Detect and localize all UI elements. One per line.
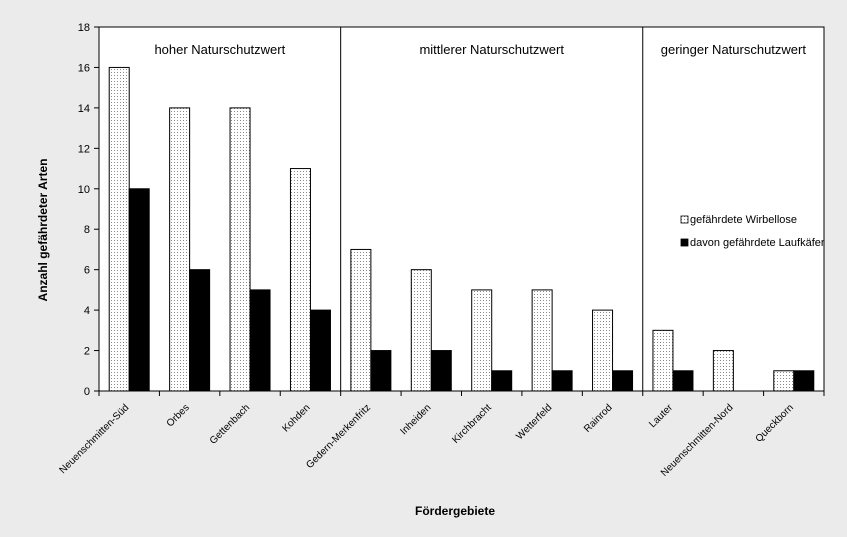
plot-area [98,26,825,392]
bar-laufkaefer [189,269,211,392]
bar-laufkaefer [128,188,150,392]
group-label: geringer Naturschutzwert [661,42,807,57]
x-axis-title: Fördergebiete [415,504,495,518]
bar-wirbellose [229,107,251,392]
group-label: hoher Naturschutzwert [154,42,285,57]
y-tick-label: 6 [84,265,90,277]
y-tick-label: 18 [78,22,90,34]
legend-label-wirbellose: gefährdete Wirbellose [690,214,797,226]
y-tick-label: 14 [78,103,90,115]
bar-wirbellose [773,370,795,392]
legend: gefährdete Wirbellose davon gefährdete L… [680,214,825,249]
bar-wirbellose [289,168,311,392]
bar-laufkaefer [612,370,634,392]
bar-laufkaefer [793,370,815,392]
y-tick-label: 8 [84,224,90,236]
bar-wirbellose [350,248,372,392]
bar-wirbellose [169,107,191,392]
bar-wirbellose [471,289,493,392]
bar-laufkaefer [249,289,271,392]
bar-laufkaefer [370,350,392,392]
bar-laufkaefer [672,370,694,392]
bar-laufkaefer [491,370,513,392]
bar-laufkaefer [551,370,573,392]
bar-wirbellose [108,66,130,392]
y-tick-label: 16 [78,62,90,74]
legend-swatch-laufkaefer [680,238,689,247]
bar-wirbellose [712,350,734,392]
y-tick-label: 4 [84,305,90,317]
legend-swatch-wirbellose [680,215,689,224]
y-axis-title: Anzahl gefährdeter Arten [36,159,50,302]
bar-laufkaefer [430,350,452,392]
y-tick-label: 12 [78,143,90,155]
y-tick-label: 2 [84,346,90,358]
y-tick-label: 0 [84,386,90,398]
bar-wirbellose [531,289,553,392]
bar-wirbellose [410,269,432,392]
bar-wirbellose [652,329,674,392]
bar-laufkaefer [309,309,331,392]
group-label: mittlerer Naturschutzwert [419,42,564,57]
legend-label-laufkaefer: davon gefährdete Laufkäfer [690,237,825,249]
bar-wirbellose [592,309,614,392]
y-tick-label: 10 [78,184,90,196]
